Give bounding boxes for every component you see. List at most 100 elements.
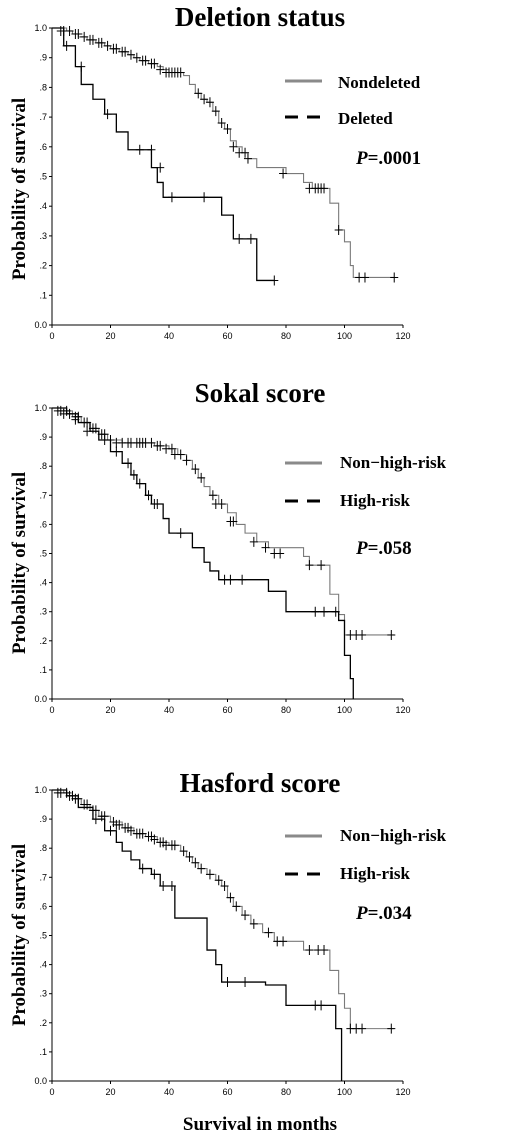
censor-mark [191,857,200,868]
censor-mark [241,147,250,158]
y-tick-label: .6 [39,142,47,152]
censor-mark [200,94,209,105]
y-tick-label: .1 [39,290,47,300]
censor-mark [214,875,223,886]
censor-mark [115,819,124,830]
censor-mark [241,977,250,988]
censor-mark [124,458,133,469]
censor-mark [264,927,273,938]
y-tick-label: 1.0 [34,23,47,33]
y-tick-label: .3 [39,989,47,999]
p-value-symbol: P [356,903,368,924]
x-tick-label: 40 [164,1087,174,1097]
censor-mark [317,1000,326,1011]
censor-mark [360,272,369,283]
x-tick-label: 100 [337,331,352,341]
censor-mark [320,945,329,956]
censor-mark [182,455,191,466]
censor-mark [138,863,147,874]
censor-mark [305,560,314,571]
censor-mark [74,28,83,39]
chart-title: Deletion status [174,2,346,32]
censor-mark [217,499,226,510]
y-tick-label: .9 [39,53,47,63]
x-tick-label: 20 [105,1087,115,1097]
p-value-symbol: P [356,148,368,169]
chart-title: Hasford score [179,768,341,798]
censor-mark [232,901,241,912]
y-tick-label: .5 [39,172,47,182]
censor-mark [331,606,340,617]
x-tick-label: 120 [395,331,410,341]
censor-mark [121,46,130,57]
x-tick-label: 0 [49,705,54,715]
x-tick-label: 0 [49,1087,54,1097]
x-tick-label: 80 [281,1087,291,1097]
censor-mark [249,536,258,547]
censor-mark [170,840,179,851]
censor-mark [226,892,235,903]
censor-mark [194,88,203,99]
x-tick-label: 80 [281,331,291,341]
censor-mark [147,144,156,155]
censor-mark [229,141,238,152]
y-tick-label: .2 [39,261,47,271]
censor-mark [106,825,115,836]
x-tick-label: 60 [222,705,232,715]
censor-mark [167,881,176,892]
x-tick-label: 60 [222,1087,232,1097]
censor-mark [211,106,220,117]
censor-mark [132,52,141,63]
censor-mark [150,58,159,69]
y-tick-label: .6 [39,519,47,529]
censor-mark [68,790,77,801]
censor-mark [208,490,217,501]
censor-mark [176,67,185,78]
censor-mark [159,881,168,892]
y-tick-label: .7 [39,872,47,882]
y-tick-label: .2 [39,636,47,646]
censor-mark [261,542,270,553]
y-tick-label: 0.0 [34,694,47,704]
km-plot: 0.0 .1 .2 .3 .4 .5 .6 .7 .8 .9 1.0 0 20 40 60 80 100 120 [34,403,410,715]
censor-mark [246,233,255,244]
censor-mark [129,469,138,480]
censor-mark [126,825,135,836]
censor-mark [217,118,226,129]
censor-mark [112,446,121,457]
censor-mark [150,869,159,880]
p-value-text: =.058 [367,538,412,559]
y-tick-label: 1.0 [34,785,47,795]
y-tick-label: .2 [39,1018,47,1028]
y-tick-label: 0.0 [34,320,47,330]
x-tick-label: 20 [105,705,115,715]
x-tick-label: 60 [222,331,232,341]
censor-mark [358,629,367,640]
censor-mark [88,34,97,45]
censor-mark [176,528,185,539]
censor-mark [197,863,206,874]
censor-mark [176,449,185,460]
legend-label-high-risk: High-risk [340,491,410,510]
x-tick-label: 40 [164,331,174,341]
censor-mark [270,275,279,286]
x-tick-label: 100 [337,1087,352,1097]
censor-mark [91,814,100,825]
p-value: P=.058 [356,538,412,560]
censor-mark [62,40,71,51]
censor-mark [135,144,144,155]
x-axis-label: Survival in months [182,1114,338,1135]
censor-mark [156,162,165,173]
legend-label-non-high-risk: Non−high-risk [340,453,447,472]
censor-mark [305,945,314,956]
x-tick-label: 100 [337,705,352,715]
censor-mark [144,490,153,501]
y-tick-label: .5 [39,549,47,559]
censor-mark [238,574,247,585]
censor-mark [167,192,176,203]
legend-label-deleted: Deleted [338,109,393,128]
y-tick-label: .7 [39,490,47,500]
censor-mark [197,472,206,483]
censor-mark [138,828,147,839]
